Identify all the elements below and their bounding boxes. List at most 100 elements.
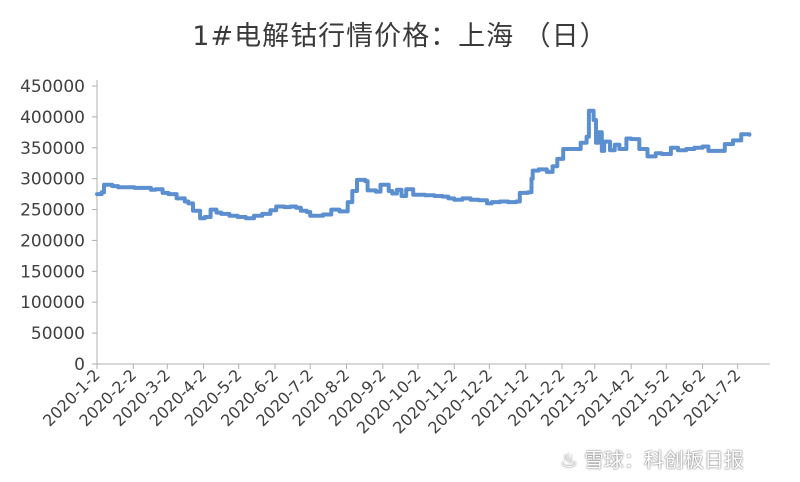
data-point xyxy=(294,206,298,209)
data-point xyxy=(167,192,170,196)
data-point xyxy=(154,188,157,191)
data-point xyxy=(283,205,286,209)
data-point xyxy=(209,208,212,211)
data-point xyxy=(531,169,534,172)
data-point xyxy=(551,165,554,168)
data-point xyxy=(161,191,164,195)
data-point xyxy=(317,214,320,217)
data-point xyxy=(625,137,628,140)
data-point xyxy=(587,109,591,112)
y-tick-label: 250000 xyxy=(20,201,85,221)
data-point xyxy=(447,197,450,200)
data-point xyxy=(387,189,390,193)
data-point xyxy=(477,199,480,202)
data-point xyxy=(748,133,751,136)
data-point xyxy=(116,186,120,189)
data-point xyxy=(175,197,178,200)
series-line xyxy=(95,108,752,221)
data-point xyxy=(423,194,427,197)
data-point xyxy=(261,212,264,216)
data-point xyxy=(506,200,510,204)
data-point xyxy=(526,191,530,194)
data-point xyxy=(364,179,367,183)
data-point xyxy=(515,200,518,203)
data-point xyxy=(244,217,247,220)
y-tick-label: 350000 xyxy=(20,139,85,159)
data-point xyxy=(740,133,743,136)
data-point xyxy=(603,140,606,143)
data-point xyxy=(321,213,325,216)
data-point xyxy=(693,146,696,149)
watermark-text: 雪球：科创板日报 xyxy=(583,448,744,472)
y-tick-label: 450000 xyxy=(20,77,85,97)
data-point xyxy=(338,210,341,213)
data-point xyxy=(355,178,359,182)
data-point xyxy=(585,135,588,138)
data-point xyxy=(518,191,521,195)
data-point xyxy=(405,188,408,191)
data-point xyxy=(608,149,612,152)
y-tick-label: 300000 xyxy=(20,170,85,190)
data-point xyxy=(433,194,436,198)
data-point xyxy=(600,149,603,153)
data-point xyxy=(374,190,377,193)
data-point xyxy=(579,141,582,144)
data-point xyxy=(228,214,231,217)
data-point xyxy=(149,188,153,191)
data-point xyxy=(299,209,302,212)
y-tick-label: 200000 xyxy=(20,231,85,251)
data-point xyxy=(685,147,688,151)
data-point xyxy=(191,209,195,212)
data-point xyxy=(366,189,369,192)
data-point xyxy=(646,155,649,158)
data-point xyxy=(490,200,493,204)
data-point xyxy=(198,217,202,220)
data-point xyxy=(469,198,472,201)
data-point xyxy=(556,157,559,161)
data-point xyxy=(187,202,190,205)
data-point xyxy=(203,215,206,219)
data-point xyxy=(715,149,718,153)
data-point xyxy=(252,214,256,217)
data-point xyxy=(111,184,114,188)
data-point xyxy=(400,194,403,198)
data-point xyxy=(498,200,502,203)
data-point xyxy=(707,149,710,153)
data-point xyxy=(701,145,704,148)
data-point xyxy=(461,197,464,200)
data-point xyxy=(269,209,272,212)
data-point xyxy=(395,188,399,191)
watermark: ♨ 雪球：科创板日报 xyxy=(560,444,744,473)
data-point xyxy=(654,152,657,155)
data-point xyxy=(537,168,540,171)
data-point xyxy=(676,149,680,152)
data-point xyxy=(618,147,621,151)
y-tick-label: 100000 xyxy=(20,293,85,313)
data-point xyxy=(638,147,641,151)
data-point xyxy=(731,139,735,142)
data-point xyxy=(183,200,186,203)
data-point xyxy=(723,142,726,146)
data-point xyxy=(330,208,333,211)
data-point xyxy=(569,147,572,151)
data-point xyxy=(102,183,106,186)
data-point xyxy=(220,212,223,216)
data-point xyxy=(530,177,533,180)
data-point xyxy=(289,205,292,208)
data-point xyxy=(441,195,444,198)
data-point xyxy=(597,131,600,134)
data-point xyxy=(309,214,312,217)
data-point xyxy=(379,183,382,186)
data-point xyxy=(613,143,616,146)
data-point xyxy=(236,215,239,219)
y-tick-label: 0 xyxy=(74,355,85,375)
data-point xyxy=(485,202,489,205)
data-point xyxy=(412,193,415,196)
chart-title: 1#电解钴行情价格：上海 （日） xyxy=(192,21,608,52)
data-point xyxy=(275,205,278,208)
data-point xyxy=(305,210,308,214)
data-point xyxy=(669,146,673,149)
data-point xyxy=(351,189,354,193)
